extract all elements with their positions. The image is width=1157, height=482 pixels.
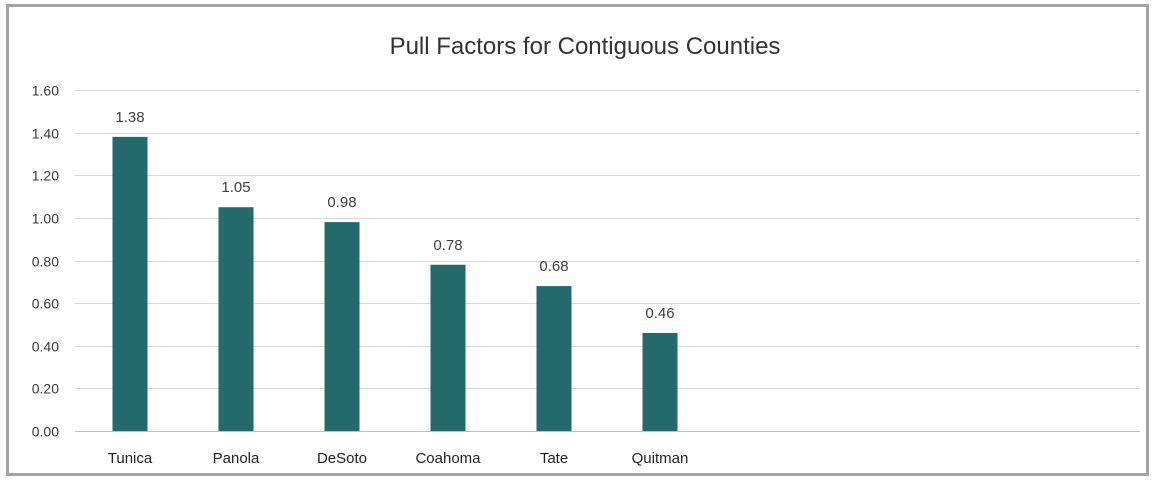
y-tick-label: 1.00 (32, 211, 59, 227)
category-label: DeSoto (317, 450, 367, 467)
bar-quitman (642, 332, 678, 431)
bar-desoto (324, 222, 360, 431)
bars (112, 136, 678, 431)
category-label: Tunica (108, 450, 153, 467)
y-tick-label: 0.60 (32, 296, 59, 312)
data-labels: 1.38 1.05 0.98 0.78 0.68 0.46 (115, 109, 674, 322)
y-tick-label: 0.00 (32, 424, 59, 440)
chart-frame (6, 4, 1149, 476)
data-label: 1.38 (115, 109, 144, 126)
x-axis-categories: Tunica Panola DeSoto Coahoma Tate Quitman (108, 450, 689, 467)
y-tick-label: 0.80 (32, 254, 59, 270)
category-label: Panola (213, 450, 260, 467)
data-label: 0.68 (539, 258, 568, 275)
category-label: Tate (540, 450, 568, 467)
chart-title: Pull Factors for Contiguous Counties (390, 33, 781, 60)
data-label: 0.78 (433, 237, 462, 254)
category-label: Quitman (632, 450, 689, 467)
category-label: Coahoma (415, 450, 481, 467)
bar-tunica (112, 136, 148, 431)
y-tick-label: 0.40 (32, 339, 59, 355)
y-tick-label: 1.60 (32, 83, 59, 99)
y-tick-label: 0.20 (32, 381, 59, 397)
data-label: 1.05 (221, 179, 250, 196)
bar-tate (536, 286, 572, 431)
y-axis-ticks: 0.00 0.20 0.40 0.60 0.80 1.00 1.20 1.40 1.60 (32, 83, 59, 440)
data-label: 0.46 (645, 305, 674, 322)
y-tick-label: 1.20 (32, 168, 59, 184)
y-tick-label: 1.40 (32, 126, 59, 142)
data-label: 0.98 (327, 194, 356, 211)
bar-coahoma (430, 264, 466, 431)
bar-panola (218, 207, 254, 431)
